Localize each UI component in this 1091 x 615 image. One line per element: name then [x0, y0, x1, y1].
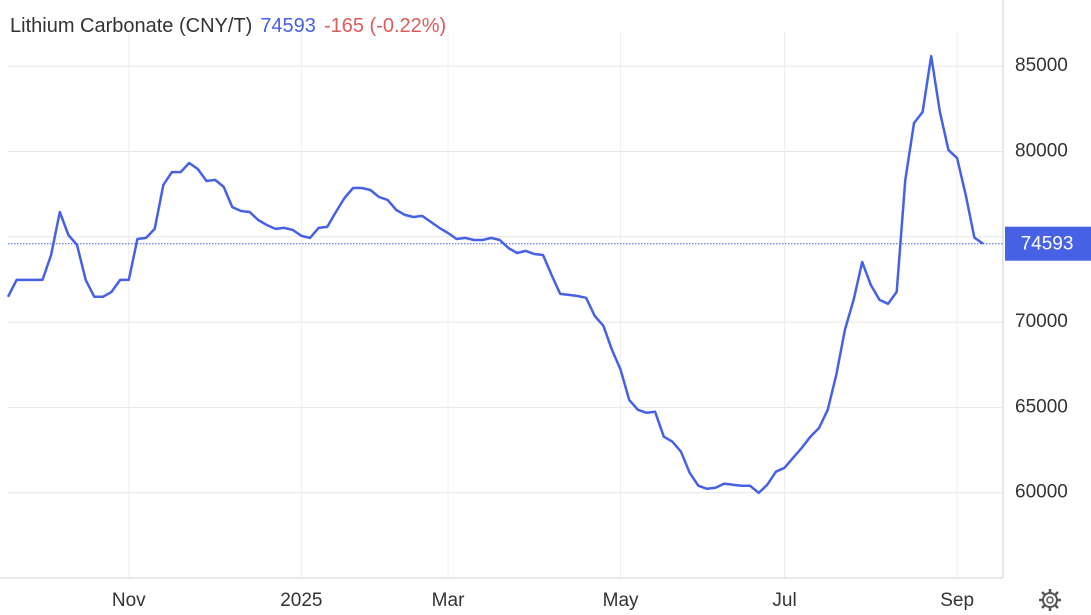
x-tick-label: Jul [772, 590, 796, 611]
title: Lithium Carbonate (CNY/T) [10, 15, 253, 37]
y-tick-label: 60000 [1015, 482, 1068, 503]
last-price-label: 74593 [1021, 234, 1074, 255]
x-tick-label: Sep [940, 590, 974, 611]
header: Lithium Carbonate (CNY/T) 74593 -165 (-0.2… [10, 15, 454, 38]
x-tick-label: 2025 [280, 590, 322, 611]
y-tick-label: 70000 [1015, 311, 1068, 332]
gear-teeth [1039, 589, 1061, 611]
last-price: 74593 [260, 15, 316, 37]
gear-ring [1042, 592, 1058, 608]
y-tick-label: 85000 [1015, 55, 1068, 76]
gear-hub [1046, 596, 1054, 604]
y-tick-label: 65000 [1015, 396, 1068, 417]
settings-icon[interactable] [1039, 589, 1061, 611]
x-tick-label: Mar [432, 590, 465, 611]
x-tick-label: May [603, 590, 639, 611]
last-price-tag [1005, 226, 1091, 261]
price-line [6, 54, 984, 495]
change: -165 (-0.22%) [323, 15, 447, 37]
x-tick-label: Nov [112, 590, 146, 611]
y-tick-label: 80000 [1015, 140, 1068, 161]
